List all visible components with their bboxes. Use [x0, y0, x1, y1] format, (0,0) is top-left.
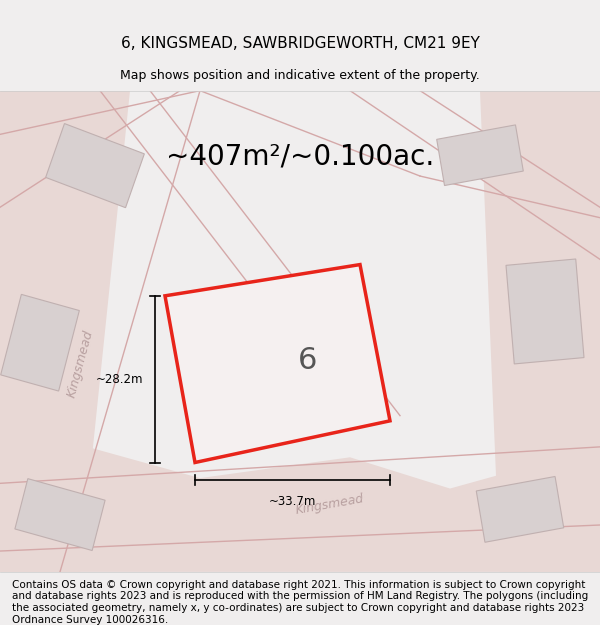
- Text: Contains OS data © Crown copyright and database right 2021. This information is : Contains OS data © Crown copyright and d…: [12, 580, 588, 624]
- Polygon shape: [165, 264, 390, 462]
- Polygon shape: [437, 125, 523, 186]
- Polygon shape: [46, 124, 145, 208]
- Text: ~28.2m: ~28.2m: [95, 372, 143, 386]
- Text: ~33.7m: ~33.7m: [269, 495, 316, 508]
- Text: Kingsmead: Kingsmead: [295, 492, 365, 517]
- Polygon shape: [1, 294, 79, 391]
- Text: ~407m²/~0.100ac.: ~407m²/~0.100ac.: [166, 142, 434, 170]
- Text: Kingsmead: Kingsmead: [65, 328, 95, 399]
- Polygon shape: [506, 259, 584, 364]
- Polygon shape: [476, 476, 564, 542]
- Polygon shape: [0, 91, 130, 572]
- Polygon shape: [480, 91, 600, 572]
- Polygon shape: [0, 436, 600, 572]
- Polygon shape: [15, 479, 105, 551]
- Text: 6, KINGSMEAD, SAWBRIDGEWORTH, CM21 9EY: 6, KINGSMEAD, SAWBRIDGEWORTH, CM21 9EY: [121, 36, 479, 51]
- Text: Map shows position and indicative extent of the property.: Map shows position and indicative extent…: [120, 69, 480, 81]
- Text: 6: 6: [298, 346, 317, 376]
